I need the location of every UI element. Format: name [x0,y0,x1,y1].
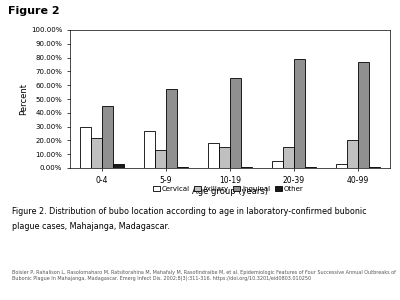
X-axis label: Age group (years): Age group (years) [192,188,268,196]
Bar [144,131,155,168]
Bar [369,167,380,168]
Bar [113,164,124,168]
Bar [294,59,305,168]
Bar [283,147,294,168]
Bar [358,62,369,168]
Bar [219,147,230,168]
Bar [80,127,91,168]
Bar [155,150,166,168]
Bar [336,164,347,168]
Bar [91,138,102,168]
Bar [177,167,188,168]
Bar [305,167,316,168]
Bar [347,140,358,168]
Text: Figure 2. Distribution of bubo location according to age in laboratory-confirmed: Figure 2. Distribution of bubo location … [12,207,367,216]
Bar [166,89,177,168]
Text: Boisier P, Rahalison L, Rasolomaharo M, Ratsitorahina M, Mahafaly M, Rasofindrai: Boisier P, Rahalison L, Rasolomaharo M, … [12,270,396,281]
Legend: Cervical, Axillary, Inguinal, Other: Cervical, Axillary, Inguinal, Other [150,183,306,194]
Bar [208,143,219,168]
Text: plague cases, Mahajanga, Madagascar.: plague cases, Mahajanga, Madagascar. [12,222,170,231]
Bar [272,161,283,168]
Y-axis label: Percent: Percent [19,83,28,115]
Bar [230,78,241,168]
Bar [102,106,113,168]
Text: Figure 2: Figure 2 [8,6,60,16]
Bar [241,167,252,168]
